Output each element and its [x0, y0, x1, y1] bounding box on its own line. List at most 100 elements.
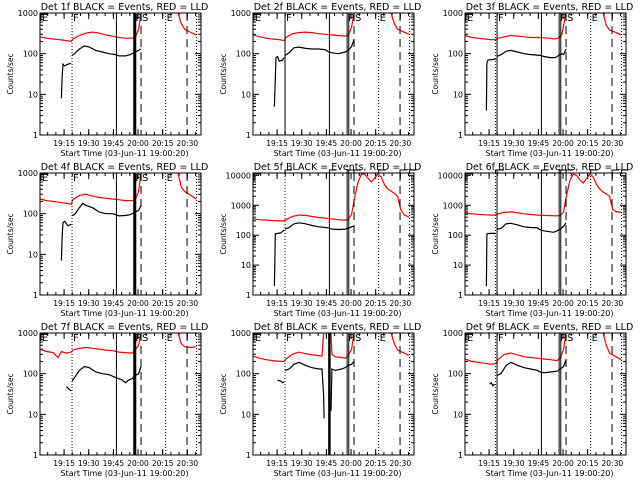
chart-panel-1: Det 1f BLACK = Events, RED = LLD 1 10 100 10… — [6, 2, 208, 158]
interval-bracket-marker — [465, 333, 473, 341]
y-tick-label: 10 — [453, 261, 463, 270]
interval-marker-label: F — [73, 13, 79, 24]
x-tick-label: 19:15 — [53, 139, 75, 148]
interval-bracket-marker — [560, 169, 568, 173]
plot-frame — [464, 332, 627, 456]
y-tick-label: 1 — [458, 291, 463, 300]
x-tick-label: 20:15 — [577, 299, 599, 308]
chart-panel-2: Det 2f BLACK = Events, RED = LLD 1 10 100 10… — [219, 2, 421, 158]
interval-marker-label: E — [167, 173, 173, 184]
interval-bracket-marker — [378, 169, 386, 173]
x-tick-label: 20:15 — [577, 139, 599, 148]
x-tick-label: 19:45 — [103, 139, 125, 148]
interval-marker-label: E — [167, 13, 173, 24]
x-tick-label: 20:15 — [365, 459, 387, 468]
x-tick-label: 19:15 — [478, 139, 500, 148]
chart-title: Det 2f BLACK = Events, RED = LLD — [254, 2, 422, 13]
chart-title: Det 1f BLACK = Events, RED = LLD — [41, 2, 209, 13]
y-tick-label: 10000 — [438, 171, 463, 180]
x-tick-label: 19:30 — [503, 459, 525, 468]
y-tick-label: 100 — [23, 370, 38, 379]
interval-bracket-marker — [348, 169, 356, 173]
y-tick-label: 1000 — [18, 169, 38, 178]
interval-marker-label: P — [135, 333, 141, 344]
series-group — [465, 173, 622, 287]
interval-marker-label: E — [42, 333, 48, 344]
y-tick-label: 100 — [236, 231, 251, 240]
x-tick-label: 19:45 — [316, 299, 338, 308]
lld-line-segment-3 — [390, 333, 410, 357]
chart-title: Det 9f BLACK = Events, RED = LLD — [466, 322, 634, 333]
events-line-segment-1 — [65, 386, 72, 392]
interval-bracket-marker — [590, 169, 598, 173]
x-tick-label: 19:15 — [53, 299, 75, 308]
x-tick-label: 19:45 — [316, 459, 338, 468]
interval-marker-label: S — [567, 13, 573, 24]
y-tick-label: 1000 — [18, 329, 38, 338]
y-tick-label: 1 — [33, 451, 38, 460]
interval-bracket-marker — [353, 169, 362, 173]
y-axis-label: Counts/sec — [431, 53, 440, 94]
interval-marker-label: S — [142, 13, 148, 24]
interval-bracket-marker — [465, 173, 473, 181]
x-tick-label: 20:00 — [552, 299, 574, 308]
x-tick-label: 20:30 — [602, 459, 624, 468]
events-line-segment-1 — [277, 379, 285, 384]
interval-marker-label: E — [467, 333, 473, 344]
y-tick-label: 1000 — [443, 201, 463, 210]
chart-title: Det 5f BLACK = Events, RED = LLD — [254, 162, 422, 173]
y-tick-label: 10 — [241, 410, 251, 419]
series-group — [40, 173, 197, 261]
x-tick-label: 19:45 — [103, 299, 125, 308]
y-axis-label: Counts/sec — [6, 53, 15, 94]
interval-bracket-marker — [540, 169, 549, 173]
chart-panel-9: Det 9f BLACK = Events, RED = LLD 1 10 100 10… — [431, 322, 633, 478]
x-tick-label: 19:30 — [291, 459, 313, 468]
x-tick-label: 19:30 — [503, 299, 525, 308]
events-line-segment-2 — [284, 361, 325, 419]
interval-marker-label: P — [348, 13, 354, 24]
lld-line-segment-1 — [40, 333, 142, 359]
x-tick-label: 20:00 — [127, 139, 149, 148]
x-tick-label: 19:15 — [478, 459, 500, 468]
interval-bracket-marker — [328, 169, 337, 173]
interval-marker-label: S — [355, 13, 361, 24]
y-tick-label: 10 — [241, 261, 251, 270]
plot-frame — [39, 332, 202, 456]
x-tick-label: 19:30 — [78, 459, 100, 468]
interval-bracket-marker — [496, 169, 505, 173]
interval-bracket-marker — [621, 169, 629, 173]
lld-line-segment-2 — [177, 13, 197, 36]
chart-panel-4: Det 4f BLACK = Events, RED = LLD 1 10 100 10… — [6, 162, 208, 318]
x-axis-label: Start Time (03-Jun-11 19:00:20) — [486, 469, 614, 478]
y-axis-label: Counts/sec — [219, 213, 228, 254]
y-tick-label: 1000 — [231, 201, 251, 210]
plot-frame — [252, 12, 415, 136]
lld-line-segment-2 — [390, 13, 410, 35]
interval-bracket-marker — [40, 333, 48, 341]
chart-panel-6: Det 6f BLACK = Events, RED = LLD 1 10 100 10… — [431, 162, 633, 318]
events-line-segment-2 — [71, 202, 142, 217]
interval-marker-label: P — [135, 173, 141, 184]
lld-line-segment-2 — [602, 13, 622, 36]
x-axis-label: Start Time (03-Jun-11 19:00:20) — [274, 149, 402, 158]
x-tick-label: 20:00 — [127, 459, 149, 468]
x-tick-label: 20:00 — [340, 299, 362, 308]
interval-bracket-marker — [409, 169, 417, 173]
chart-title: Det 6f BLACK = Events, RED = LLD — [466, 162, 634, 173]
interval-bracket-marker — [565, 169, 574, 173]
x-tick-label: 20:00 — [552, 139, 574, 148]
y-tick-label: 1000 — [18, 9, 38, 18]
y-tick-label: 10 — [28, 410, 38, 419]
series-group — [253, 173, 410, 287]
x-tick-label: 19:15 — [266, 459, 288, 468]
events-line-segment-1 — [485, 58, 497, 111]
plot-frame — [252, 332, 415, 456]
chart-title: Det 4f BLACK = Events, RED = LLD — [41, 162, 209, 173]
plot-frame — [464, 12, 627, 136]
interval-marker-label: E — [255, 333, 261, 344]
interval-bracket-marker — [40, 173, 48, 181]
lld-line-segment-2 — [330, 333, 355, 359]
x-tick-label: 19:30 — [503, 139, 525, 148]
